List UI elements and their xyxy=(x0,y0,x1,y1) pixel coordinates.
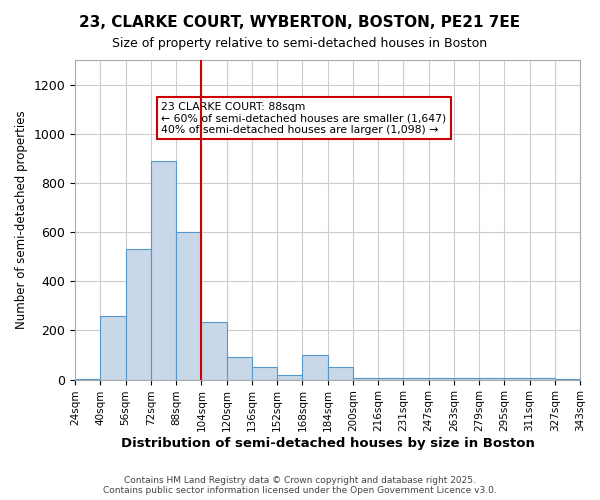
Y-axis label: Number of semi-detached properties: Number of semi-detached properties xyxy=(15,110,28,329)
Bar xyxy=(428,378,454,380)
Bar xyxy=(530,378,555,380)
Bar xyxy=(151,161,176,380)
Bar xyxy=(75,379,100,380)
Bar xyxy=(378,378,403,380)
Bar xyxy=(227,358,252,380)
Bar xyxy=(176,232,202,380)
Bar xyxy=(454,378,479,380)
Bar xyxy=(100,316,125,380)
Bar xyxy=(328,368,353,380)
Text: 23 CLARKE COURT: 88sqm
← 60% of semi-detached houses are smaller (1,647)
40% of : 23 CLARKE COURT: 88sqm ← 60% of semi-det… xyxy=(161,102,446,134)
Text: 23, CLARKE COURT, WYBERTON, BOSTON, PE21 7EE: 23, CLARKE COURT, WYBERTON, BOSTON, PE21… xyxy=(79,15,521,30)
Bar xyxy=(302,355,328,380)
Bar xyxy=(504,378,530,380)
Bar xyxy=(403,378,428,380)
Bar xyxy=(277,374,302,380)
X-axis label: Distribution of semi-detached houses by size in Boston: Distribution of semi-detached houses by … xyxy=(121,437,535,450)
Text: Size of property relative to semi-detached houses in Boston: Size of property relative to semi-detach… xyxy=(112,38,488,51)
Bar xyxy=(479,378,504,380)
Bar xyxy=(125,250,151,380)
Bar xyxy=(202,322,227,380)
Text: Contains HM Land Registry data © Crown copyright and database right 2025.
Contai: Contains HM Land Registry data © Crown c… xyxy=(103,476,497,495)
Bar xyxy=(353,378,378,380)
Bar xyxy=(252,368,277,380)
